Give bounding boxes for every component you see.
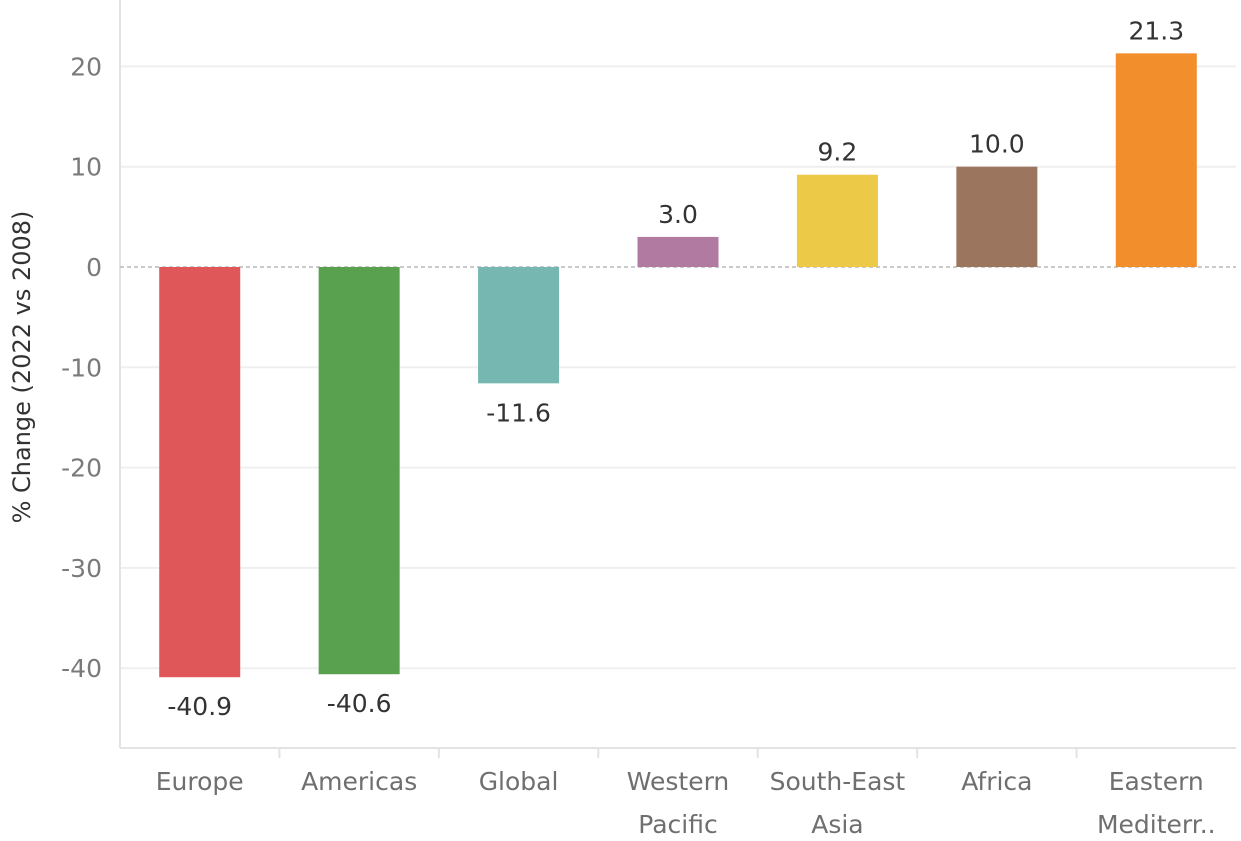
y-tick-label: -40 xyxy=(61,654,102,683)
bar xyxy=(478,267,560,384)
x-category-label: Global xyxy=(479,767,559,796)
data-label: -40.9 xyxy=(167,692,232,721)
data-label: 10.0 xyxy=(969,130,1025,159)
y-axis-title: % Change (2022 vs 2008) xyxy=(8,211,36,524)
y-tick-label: 0 xyxy=(86,253,102,282)
bar xyxy=(1115,53,1197,268)
y-tick-label: 20 xyxy=(70,52,102,81)
data-label: -11.6 xyxy=(486,398,551,427)
x-category-label: Europe xyxy=(156,767,244,796)
bar xyxy=(796,174,878,267)
x-category-label: Western xyxy=(627,767,730,796)
x-category-label: Africa xyxy=(961,767,1032,796)
data-label: 21.3 xyxy=(1128,16,1184,45)
data-label: 3.0 xyxy=(658,200,698,229)
bar xyxy=(318,267,400,675)
bar xyxy=(637,236,719,267)
grid-layer xyxy=(120,65,1236,670)
y-tick-label: -30 xyxy=(61,554,102,583)
x-category-label: Pacific xyxy=(638,810,717,839)
x-category-label: Asia xyxy=(811,810,863,839)
y-tick-label: -20 xyxy=(61,454,102,483)
x-category-label: South-East xyxy=(770,767,906,796)
y-tick-label: 10 xyxy=(70,153,102,182)
labels-layer: -40.9 Europe -40.6 Americas -11.6 Global 3.0 We… xyxy=(156,16,1216,839)
data-label: -40.6 xyxy=(327,689,392,718)
axis-layer: 20 10 0 -10 -20 -30 -40 xyxy=(61,0,1236,758)
x-category-label: Mediterr.. xyxy=(1097,810,1216,839)
x-category-label: Americas xyxy=(301,767,417,796)
bars-layer xyxy=(159,53,1197,678)
data-label: 9.2 xyxy=(818,138,858,167)
y-tick-label: -10 xyxy=(61,353,102,382)
bar xyxy=(159,267,241,678)
bar xyxy=(956,166,1038,267)
x-category-label: Eastern xyxy=(1109,767,1204,796)
